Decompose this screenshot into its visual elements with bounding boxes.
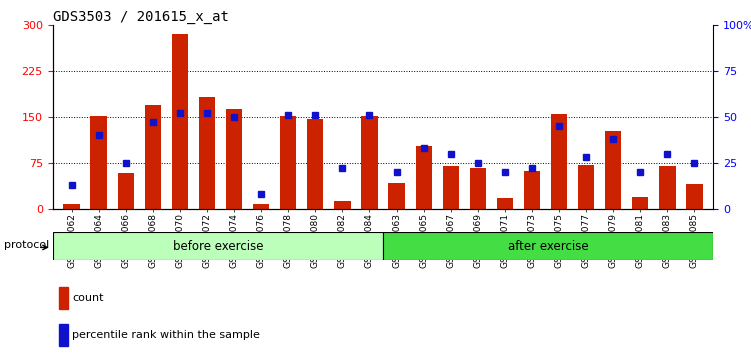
Text: protocol: protocol <box>5 240 50 250</box>
Text: after exercise: after exercise <box>508 240 589 252</box>
Bar <box>605 131 621 209</box>
Bar <box>59 324 68 346</box>
Bar <box>307 119 324 209</box>
Bar <box>442 166 459 209</box>
Bar <box>383 232 713 260</box>
Bar <box>551 114 567 209</box>
Bar <box>469 168 486 209</box>
Text: before exercise: before exercise <box>173 240 263 252</box>
Bar <box>496 199 513 209</box>
Bar <box>659 166 676 209</box>
Text: count: count <box>72 293 104 303</box>
Bar <box>226 109 242 209</box>
Bar <box>415 145 432 209</box>
Bar <box>524 171 540 209</box>
Bar <box>199 97 215 209</box>
Bar <box>63 204 80 209</box>
Bar <box>361 116 378 209</box>
Bar <box>253 204 270 209</box>
Bar <box>632 196 648 209</box>
Bar <box>388 183 405 209</box>
Bar <box>53 232 383 260</box>
Text: GDS3503 / 201615_x_at: GDS3503 / 201615_x_at <box>53 10 228 24</box>
Bar <box>334 201 351 209</box>
Bar <box>145 104 161 209</box>
Bar <box>280 116 297 209</box>
Bar <box>90 116 107 209</box>
Bar <box>578 165 594 209</box>
Bar <box>118 173 134 209</box>
Bar <box>59 287 68 309</box>
Text: percentile rank within the sample: percentile rank within the sample <box>72 330 261 340</box>
Bar <box>172 34 188 209</box>
Bar <box>686 184 703 209</box>
